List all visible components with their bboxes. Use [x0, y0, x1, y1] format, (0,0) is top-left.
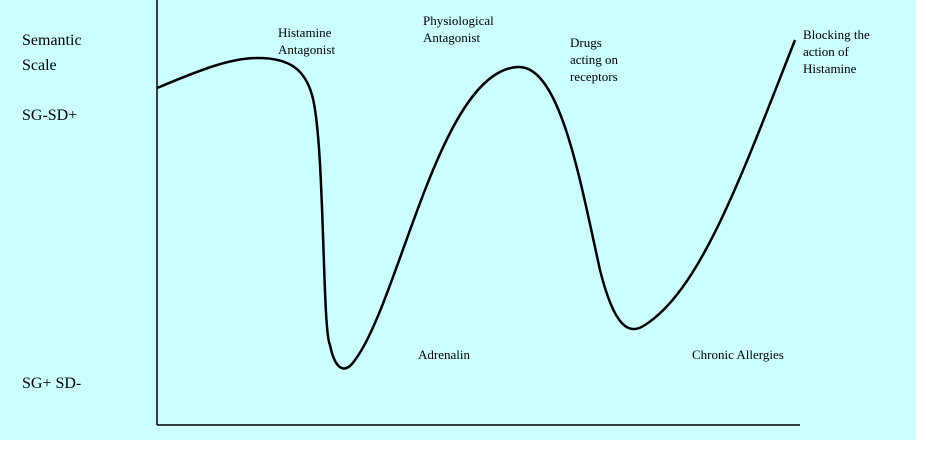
- axis-top-label: SG-SD+: [22, 107, 77, 124]
- annotation: Drugs: [570, 35, 602, 50]
- annotation: Chronic Allergies: [692, 347, 784, 362]
- annotation: Adrenalin: [418, 347, 470, 362]
- annotation: Antagonist: [278, 42, 335, 57]
- annotation: Physiological: [423, 13, 494, 28]
- background: [0, 0, 916, 440]
- annotation: Histamine: [278, 25, 332, 40]
- annotation: Histamine: [803, 61, 857, 76]
- annotation: Blocking the: [803, 27, 870, 42]
- annotation: acting on: [570, 52, 619, 67]
- semantic-wave: [156, 39, 797, 370]
- annotation: Antagonist: [423, 30, 480, 45]
- axis-title: Semantic: [22, 32, 82, 49]
- axis-bottom-label: SG+ SD-: [22, 375, 81, 392]
- annotation: action of: [803, 44, 850, 59]
- axis-title: Scale: [22, 57, 57, 74]
- annotation: receptors: [570, 69, 618, 84]
